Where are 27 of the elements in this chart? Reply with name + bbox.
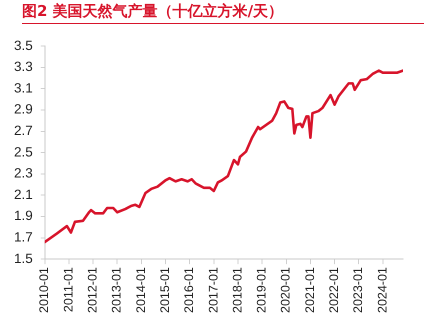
y-tick-label: 1.7: [14, 230, 33, 245]
x-tick-label: 2023-01: [351, 267, 366, 313]
x-tick-label: 2011-01: [61, 267, 76, 312]
y-tick-label: 2.1: [14, 186, 33, 202]
x-tick-label: 2015-01: [158, 267, 172, 313]
y-tick-label: 2.9: [14, 102, 33, 117]
x-tick-label: 2024-01: [375, 267, 390, 313]
x-tick-label: 2022-01: [327, 267, 342, 313]
x-tick-label: 2018-01: [230, 267, 244, 313]
x-tick-label: 2020-01: [278, 267, 293, 313]
y-tick-label: 3.1: [14, 80, 33, 96]
y-tick-label: 1.9: [14, 208, 33, 224]
y-tick-label: 3.5: [14, 38, 33, 53]
x-tick-label: 2012-01: [86, 267, 100, 313]
y-tick-label: 2.7: [14, 123, 33, 138]
y-tick-label: 2.5: [14, 144, 33, 160]
x-tick-label: 2013-01: [110, 267, 124, 313]
x-tick-label: 2021-01: [302, 267, 317, 313]
x-tick-label: 2010-01: [37, 267, 52, 313]
y-tick-label: 3.3: [14, 59, 33, 74]
x-tick-label: 2019-01: [254, 267, 269, 313]
x-tick-label: 2016-01: [182, 267, 196, 313]
y-tick-label: 1.5: [14, 250, 33, 266]
x-tick-label: 2017-01: [206, 267, 220, 313]
x-tick-label: 2014-01: [134, 267, 148, 313]
y-tick-label: 2.3: [14, 166, 33, 181]
chart-title: 图2 美国天然气产量（十亿立方米/天）: [22, 2, 424, 24]
